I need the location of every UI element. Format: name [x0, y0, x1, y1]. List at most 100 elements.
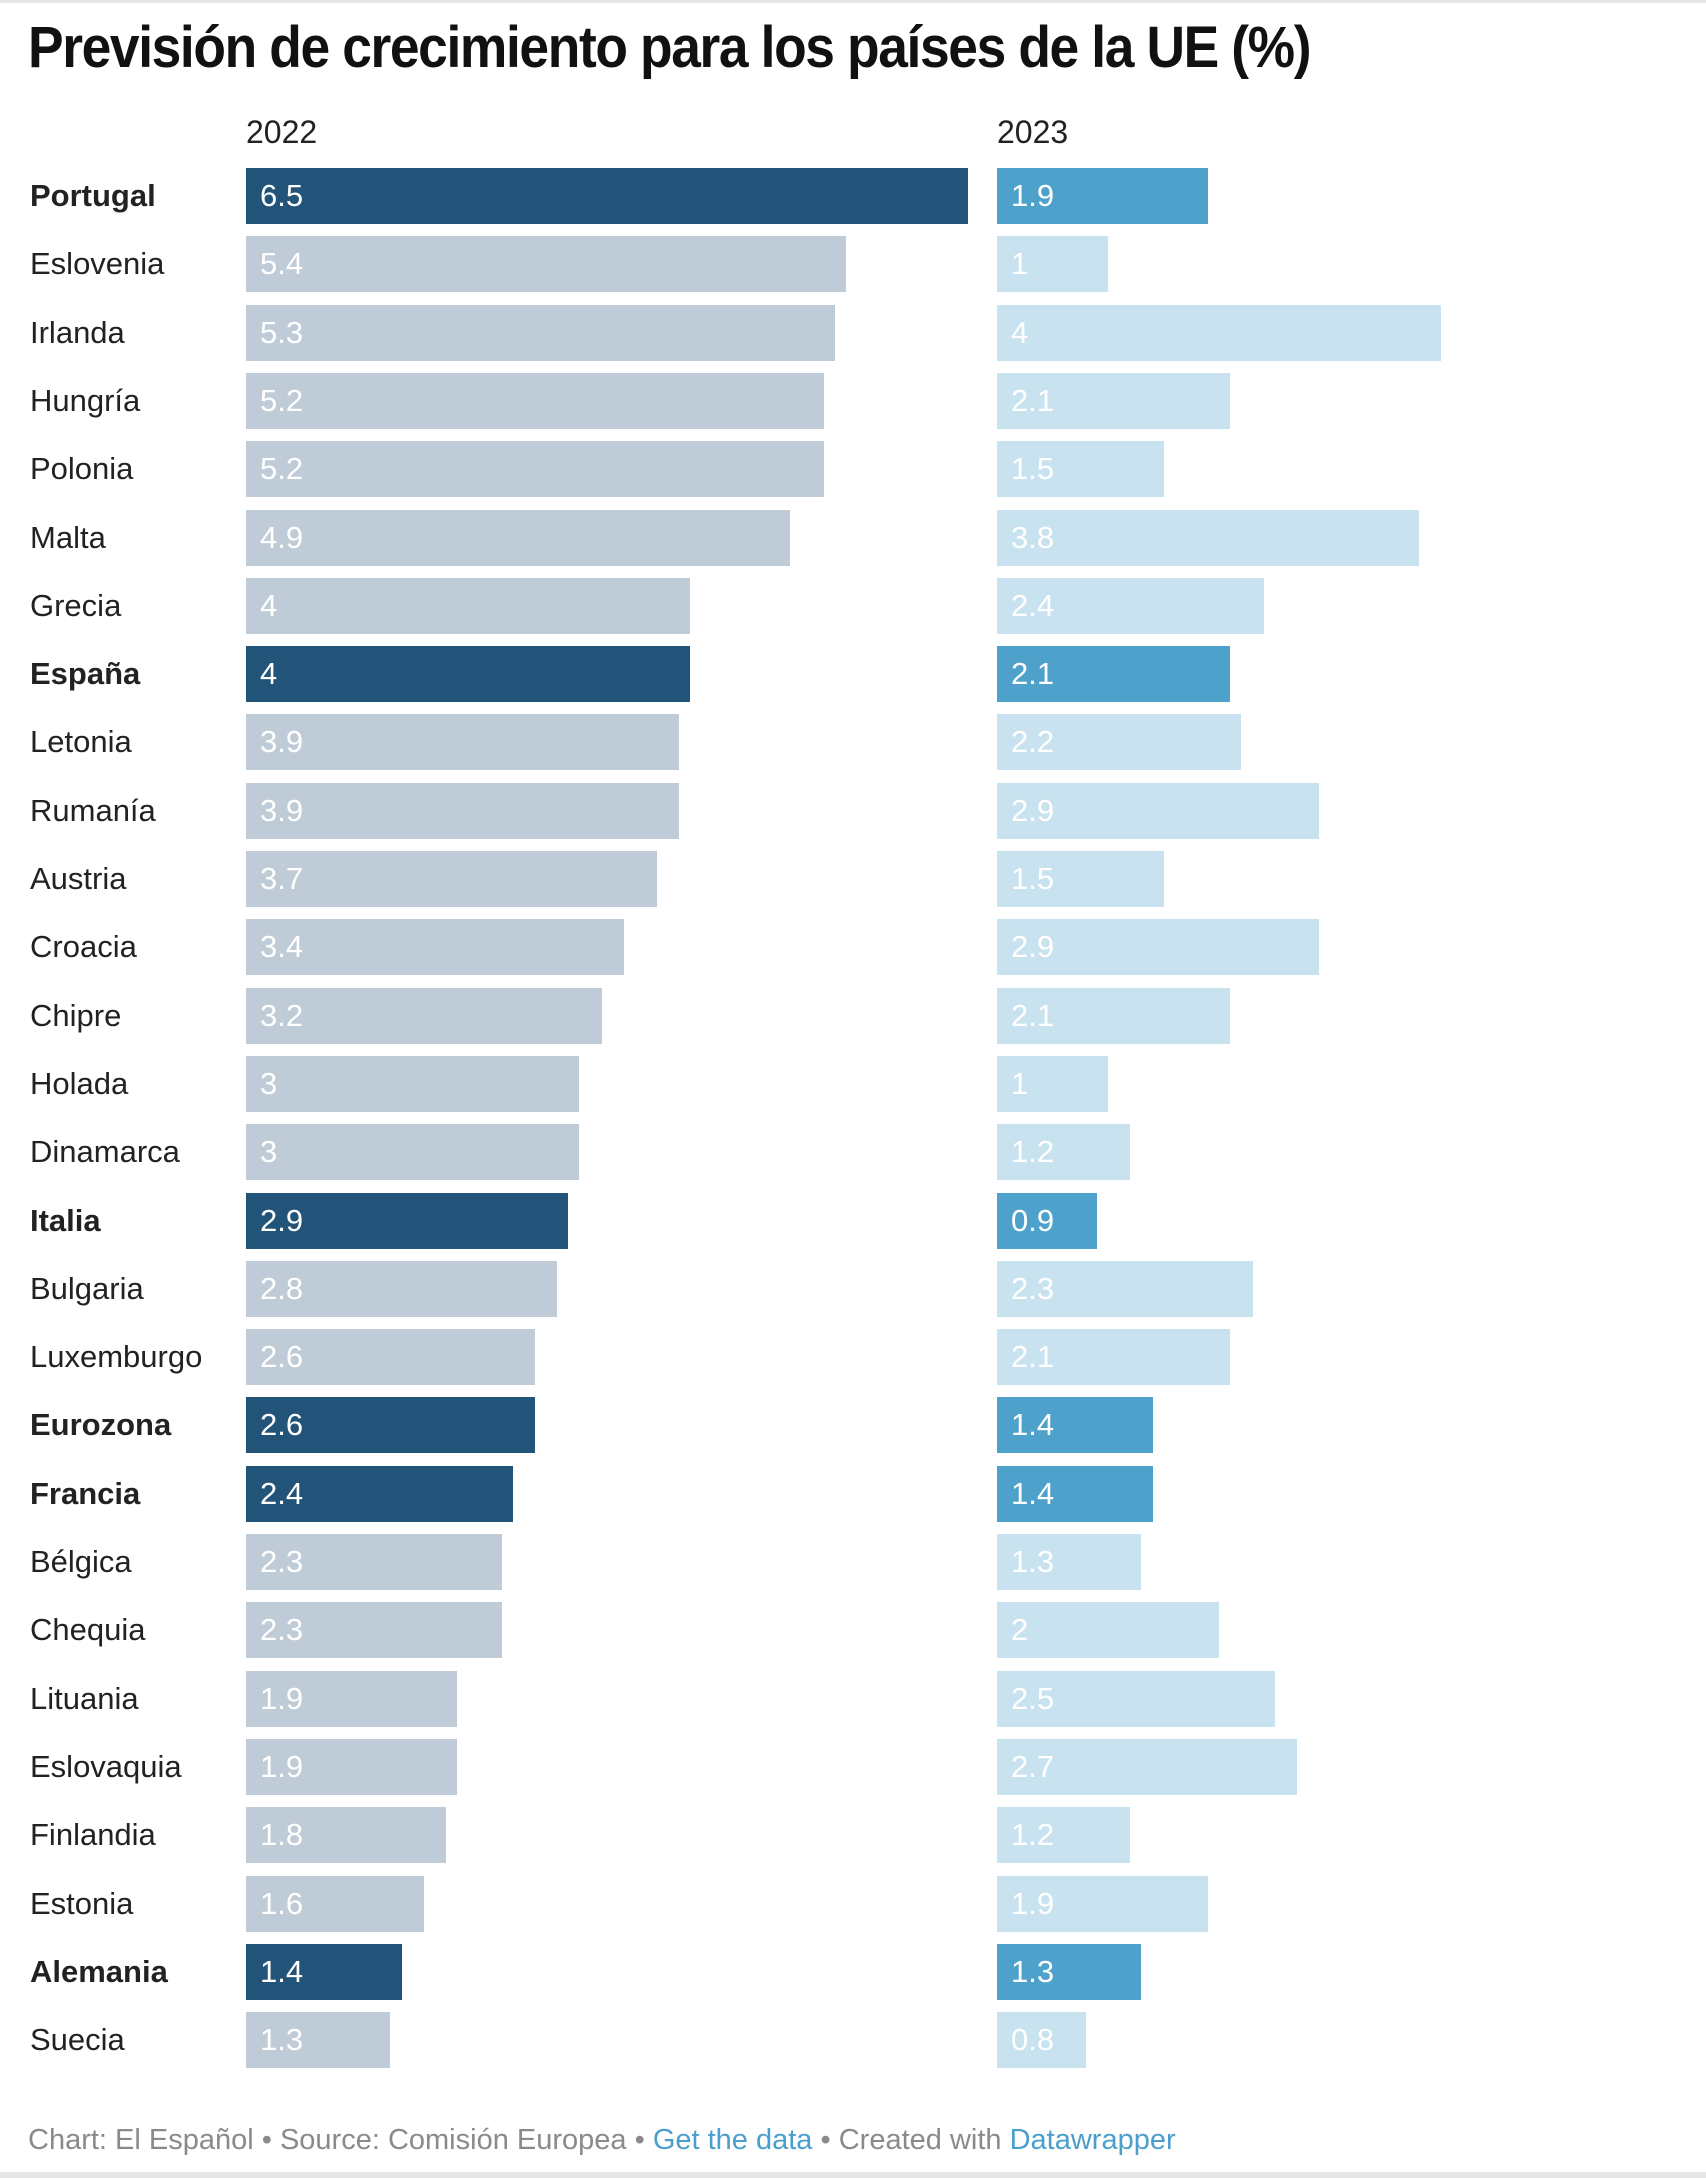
- bar-2023: [997, 919, 1320, 976]
- data-label-2023: 1.9: [1011, 1885, 1055, 1921]
- data-label-2023: 1.5: [1011, 861, 1055, 896]
- bar-2023: [997, 782, 1320, 839]
- category-label: Suecia: [30, 2022, 125, 2058]
- data-label-2022: 2.6: [260, 1339, 304, 1375]
- data-label-2023: 4: [1011, 314, 1029, 350]
- bar-2023: [997, 851, 1164, 907]
- data-label-2023: 2.1: [1011, 997, 1055, 1033]
- data-label-2022: 1.9: [260, 1748, 304, 1784]
- category-label: Letonia: [30, 724, 132, 760]
- category-label: Malta: [30, 519, 106, 555]
- category-label: Luxemburgo: [30, 1339, 203, 1375]
- data-label-2023: 1.3: [1011, 1953, 1055, 1989]
- data-label-2023: 3.8: [1011, 519, 1055, 555]
- category-label: Bulgaria: [30, 1270, 144, 1306]
- bar-2023: [997, 1875, 1209, 1932]
- data-label-2023: 2.9: [1011, 929, 1055, 965]
- data-label-2023: 1.4: [1011, 1475, 1055, 1511]
- column-header-2023: 2023: [997, 114, 1069, 150]
- data-label-2023: 1.4: [1011, 1407, 1055, 1443]
- bar-2022: [246, 1738, 458, 1795]
- bar-2022: [246, 372, 824, 429]
- bar-2023: [997, 1807, 1131, 1864]
- data-label-2023: 2.1: [1011, 656, 1055, 692]
- bar-2022: [246, 1260, 558, 1317]
- bar-2022: [246, 1602, 502, 1659]
- data-label-2023: 1.3: [1011, 1544, 1055, 1579]
- category-label: Eurozona: [30, 1407, 172, 1443]
- bar-2023: [997, 1397, 1153, 1454]
- data-label-2022: 4: [260, 656, 278, 692]
- category-label: Hungría: [30, 382, 141, 418]
- top-border: [0, 0, 1706, 3]
- bar-2022: [246, 851, 658, 907]
- bar-2022: [246, 236, 846, 293]
- category-label: Irlanda: [30, 314, 125, 350]
- bar-2023: [997, 1055, 1109, 1112]
- get-the-data-link[interactable]: Get the data: [652, 2124, 813, 2156]
- bar-2023: [997, 1738, 1297, 1795]
- bar-2022: [246, 509, 791, 566]
- data-label-2023: 2.1: [1011, 382, 1055, 418]
- data-label-2022: 3.2: [260, 997, 304, 1033]
- data-label-2022: 3.4: [260, 929, 304, 965]
- bar-2022: [246, 577, 691, 634]
- bar-2023: [997, 236, 1109, 293]
- data-label-2023: 2: [1011, 1612, 1029, 1648]
- bar-chart: Portugal 6.5 1.9 Eslovenia 5.4 1 Irlanda 5.3 4 Hu…: [30, 168, 1442, 2069]
- bar-2023: [997, 1670, 1275, 1727]
- data-label-2022: 1.6: [260, 1885, 304, 1921]
- data-label-2022: 5.3: [260, 314, 304, 350]
- data-label-2023: 2.2: [1011, 724, 1055, 760]
- data-label-2022: 2.9: [260, 1202, 304, 1238]
- data-label-2023: 2.7: [1011, 1748, 1055, 1784]
- category-label: Dinamarca: [30, 1134, 180, 1170]
- category-label: Chequia: [30, 1612, 146, 1648]
- bar-2023: [997, 1602, 1220, 1659]
- bar-2022: [246, 782, 680, 839]
- data-label-2022: 2.3: [260, 1612, 304, 1648]
- bar-2023: [997, 441, 1164, 498]
- category-label: Austria: [30, 861, 127, 896]
- bar-2023: [997, 1465, 1153, 1522]
- bar-2022: [246, 646, 691, 703]
- category-label: Alemania: [30, 1953, 168, 1989]
- data-label-2023: 1.2: [1011, 1134, 1055, 1170]
- data-label-2022: 4.9: [260, 519, 304, 555]
- bar-2022: [246, 1943, 402, 2000]
- bar-2022: [246, 1055, 580, 1112]
- bottom-border: [0, 2172, 1706, 2178]
- data-label-2023: 1.2: [1011, 1817, 1055, 1853]
- bar-2023: [997, 304, 1442, 361]
- data-label-2022: 3.9: [260, 792, 304, 828]
- separator: •: [253, 2124, 280, 2156]
- data-label-2022: 3: [260, 1134, 278, 1170]
- category-label: Rumanía: [30, 792, 156, 828]
- bar-2022: [246, 919, 624, 976]
- bar-2023: [997, 372, 1231, 429]
- data-label-2023: 0.9: [1011, 1202, 1055, 1238]
- footer: Chart: El Español • Source: Comisión Eur…: [28, 2124, 1176, 2157]
- data-label-2022: 2.6: [260, 1407, 304, 1443]
- source: Source: Comisión Europea: [279, 2124, 627, 2156]
- bar-2023: [997, 1534, 1142, 1590]
- data-label-2022: 2.3: [260, 1544, 304, 1579]
- data-label-2023: 2.5: [1011, 1680, 1055, 1716]
- data-label-2022: 3.7: [260, 861, 304, 896]
- bar-2023: [997, 714, 1242, 771]
- data-label-2022: 5.4: [260, 246, 304, 282]
- bar-2022: [246, 1192, 569, 1249]
- category-label: Croacia: [30, 929, 137, 965]
- category-label: Finlandia: [30, 1817, 156, 1853]
- data-label-2022: 5.2: [260, 451, 304, 487]
- category-label: Chipre: [30, 997, 122, 1033]
- separator: •: [812, 2124, 839, 2156]
- category-label: Grecia: [30, 587, 122, 623]
- bar-2023: [997, 2012, 1086, 2069]
- column-header-2022: 2022: [246, 114, 318, 150]
- bar-2022: [246, 1534, 502, 1590]
- bar-2022: [246, 1465, 513, 1522]
- datawrapper-link[interactable]: Datawrapper: [1009, 2124, 1176, 2156]
- bar-2023: [997, 1329, 1231, 1386]
- data-label-2022: 1.8: [260, 1817, 304, 1853]
